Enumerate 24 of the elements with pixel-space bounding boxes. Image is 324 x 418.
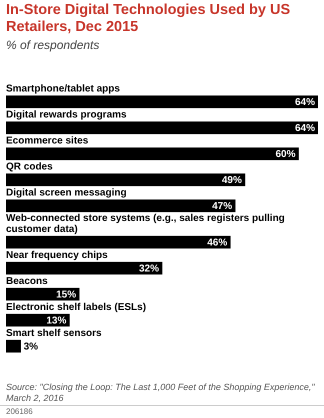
y-tick-label: Smartphone/tablet apps bbox=[6, 84, 120, 95]
data-label: 15% bbox=[56, 289, 76, 300]
y-tick-label: Near frequency chips bbox=[6, 250, 108, 261]
text: 206186 bbox=[6, 407, 33, 416]
y-tick-label: Electronic shelf labels (ESLs) bbox=[6, 302, 146, 313]
y-tick-label: Digital screen messaging bbox=[6, 188, 127, 199]
data-label: 60% bbox=[275, 149, 296, 160]
data-label: 49% bbox=[222, 175, 242, 186]
y-tick-label: Web-connected store systems (e.g., sales registers pulling customer data) bbox=[6, 212, 285, 235]
data-label: 64% bbox=[294, 123, 316, 134]
chart-subtitle: % of respondents bbox=[6, 38, 100, 52]
data-label: 13% bbox=[46, 315, 66, 326]
data-label: 46% bbox=[207, 237, 228, 248]
y-tick-label: Beacons bbox=[6, 276, 48, 287]
y-tick-label: QR codes bbox=[6, 162, 54, 173]
y-tick-label: Digital rewards programs bbox=[6, 110, 128, 121]
y-tick-label: Ecommerce sites bbox=[6, 136, 89, 147]
y-tick-label: Smart shelf sensors bbox=[6, 328, 102, 339]
data-label: 32% bbox=[138, 263, 160, 274]
data-label: 64% bbox=[294, 97, 316, 108]
chart-title: In-Store Digital Technologies Used by US Retailers, Dec 2015 bbox=[6, 2, 292, 36]
data-label: 47% bbox=[212, 201, 232, 212]
data-label: 3% bbox=[24, 341, 38, 352]
source-note: Source: "Closing the Loop: The Last 1,000 Feet of the Shopping Experience," March 2, 2016 bbox=[6, 382, 316, 404]
